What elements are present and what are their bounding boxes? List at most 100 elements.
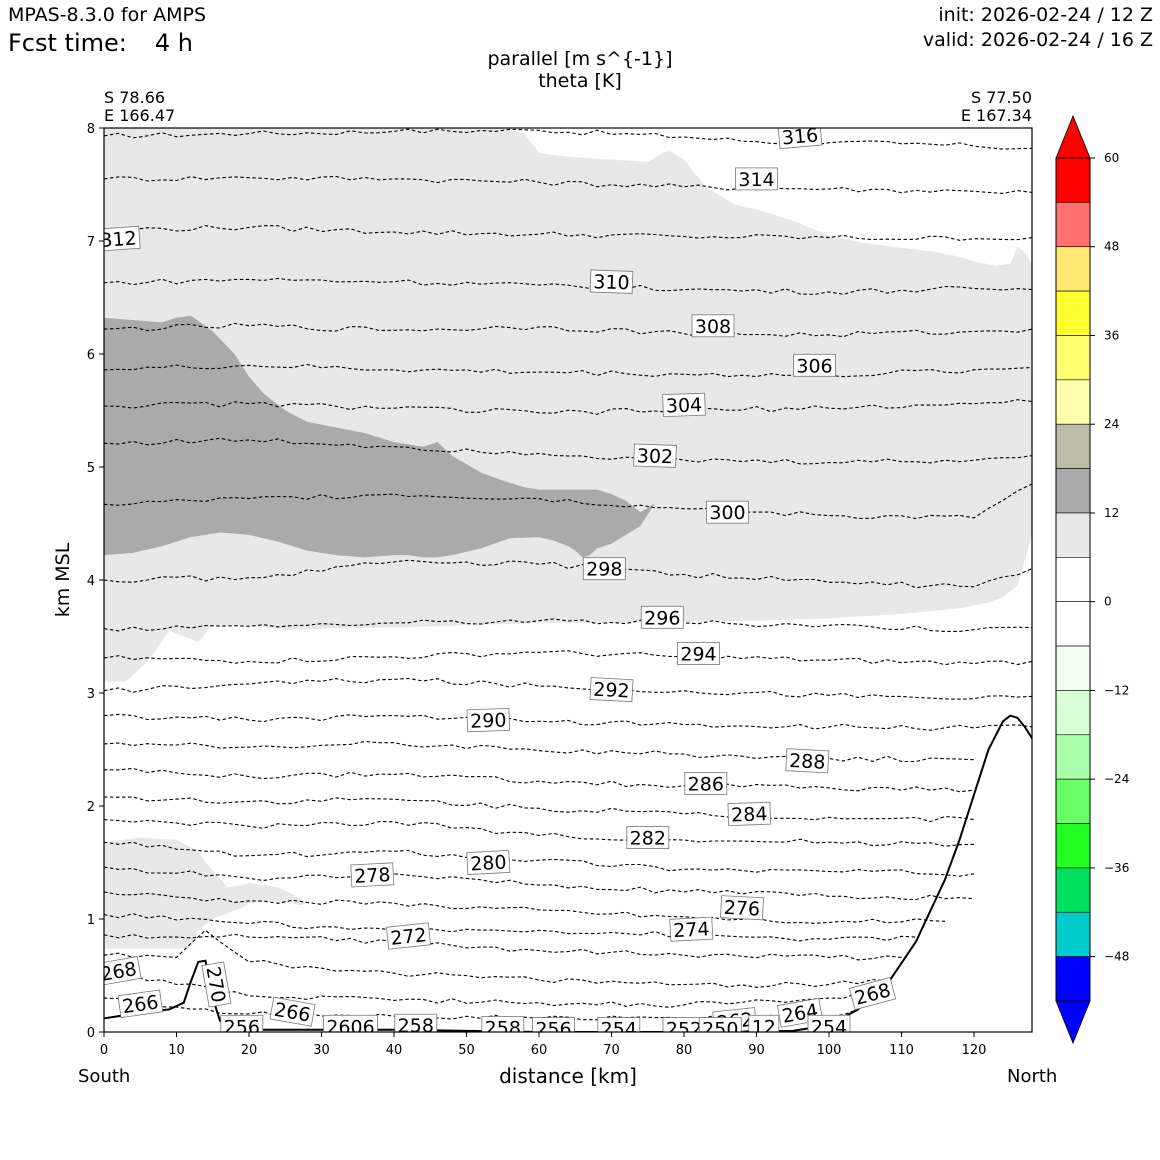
colorbar-bin [1055,557,1091,602]
y-tick-label: 8 [87,122,95,137]
colorbar-bin [1055,956,1091,1002]
theta-contour-296 [104,618,1032,632]
theta-label-box [597,1017,641,1032]
colorbar-bin [1055,512,1091,558]
theta-label: 2606 [326,1016,374,1038]
theta-label: 284 [731,803,768,826]
theta-label: 292 [593,679,630,703]
theta-label: 280 [470,852,507,876]
y-tick-label: 7 [87,235,95,250]
end-lat: S 77.50 [970,88,1032,107]
theta-contour-306 [104,363,1032,378]
theta-label: 300 [709,502,745,524]
colorbar-bin [1055,690,1091,736]
theta-contour-270 [104,929,888,988]
y-tick-label: 0 [87,1026,95,1041]
colorbar-bin [1055,290,1091,336]
colorbar-bin [1055,423,1091,469]
theta-contour-286 [104,767,975,793]
theta-contour-300 [104,483,1032,520]
x-tick-label: 90 [748,1043,765,1058]
theta-label: 302 [636,445,673,468]
theta-label-group: 256 [220,1014,264,1032]
valid-time: valid: 2026-02-24 / 16 Z [922,29,1153,51]
theta-contour-268 [104,972,873,1008]
theta-label: 252 [666,1019,702,1041]
colorbar-tick-label: 24 [1104,417,1119,431]
theta-label: 304 [666,394,703,417]
theta-label-box [662,392,706,418]
colorbar-tick-label: −12 [1104,683,1129,697]
theta-label-box [481,1016,525,1032]
chart-subtitle: theta [K] [538,70,622,92]
theta-label-box [104,956,142,986]
colorbar-bin [1055,823,1091,869]
theta-label-group: 272 [386,922,431,950]
theta-label-group: 258 [394,1013,438,1032]
theta-label-box [117,989,164,1019]
shade-lower-light [104,837,307,949]
theta-label-box [350,862,395,888]
theta-label-group: 292 [589,677,634,703]
theta-contour-284 [104,796,975,823]
theta-label-box [582,557,626,581]
theta-label-box [323,1014,378,1032]
theta-label-group: 298 [582,557,626,581]
colorbar: 60 48 36 24 12 0 −12 −24 −36 −48 [1055,114,1129,1045]
theta-label: 314 [738,169,774,191]
theta-label-group: 296 [640,605,684,629]
theta-contour-304 [104,399,1032,415]
theta-label-group: 316 [777,128,823,149]
theta-label-group: 274 [669,916,714,942]
theta-label-box [269,996,316,1027]
colorbar-bin [1055,335,1091,381]
theta-contour-294 [104,650,1032,666]
theta-label-box [589,677,634,703]
colorbar-bin [1055,157,1091,203]
theta-label-box [785,748,830,774]
y-tick-label: 3 [87,687,95,702]
colorbar-bin [1055,778,1091,824]
colorbar-tick-label: −24 [1104,772,1129,786]
theta-label-group: 304 [662,392,706,418]
theta-label-box [698,1017,742,1032]
theta-label-box [589,269,634,294]
theta-label-box [466,849,511,876]
theta-label-box [706,500,749,524]
theta-label: 312 [100,227,138,251]
theta-contour-298 [104,559,1032,589]
theta-contour-290 [104,713,1032,731]
theta-label-group: 12 [748,1014,780,1032]
theta-label-box [720,895,764,921]
y-tick-label: 6 [87,348,95,363]
colorbar-bin [1055,246,1091,292]
theta-label-group: 266 [117,989,164,1019]
theta-label-box [201,961,232,1008]
colorbar-bin [1055,645,1091,691]
colorbar-over-arrow [1055,114,1091,159]
theta-label-group: 310 [589,269,634,294]
colorbar-bin [1055,202,1091,248]
x-tick-label: 40 [386,1043,403,1058]
colorbar-frame [1055,157,1091,1002]
theta-label-group: 294 [677,642,720,666]
theta-label: 254 [811,1016,847,1038]
theta-label-group: 306 [793,353,836,377]
x-axis-label: distance [km] [499,1064,637,1088]
y-tick-label: 4 [87,574,95,589]
colorbar-bin [1055,468,1091,514]
theta-label-group: 252 [662,1017,706,1041]
theta-label: 276 [723,897,760,921]
chart-title: parallel [m s^{-1}] [487,48,673,70]
theta-contour-292 [104,677,1032,700]
theta-label-box [640,605,684,629]
theta-label-group: 282 [626,826,670,850]
theta-label: 266 [121,991,160,1018]
theta-label-group: 250 [698,1017,742,1032]
theta-label-group: 288 [785,748,830,774]
colorbar-bin [1055,734,1091,780]
theta-label-group: 312 [100,225,141,252]
theta-contour-302 [104,437,1032,465]
theta-contour-280 [104,841,975,877]
